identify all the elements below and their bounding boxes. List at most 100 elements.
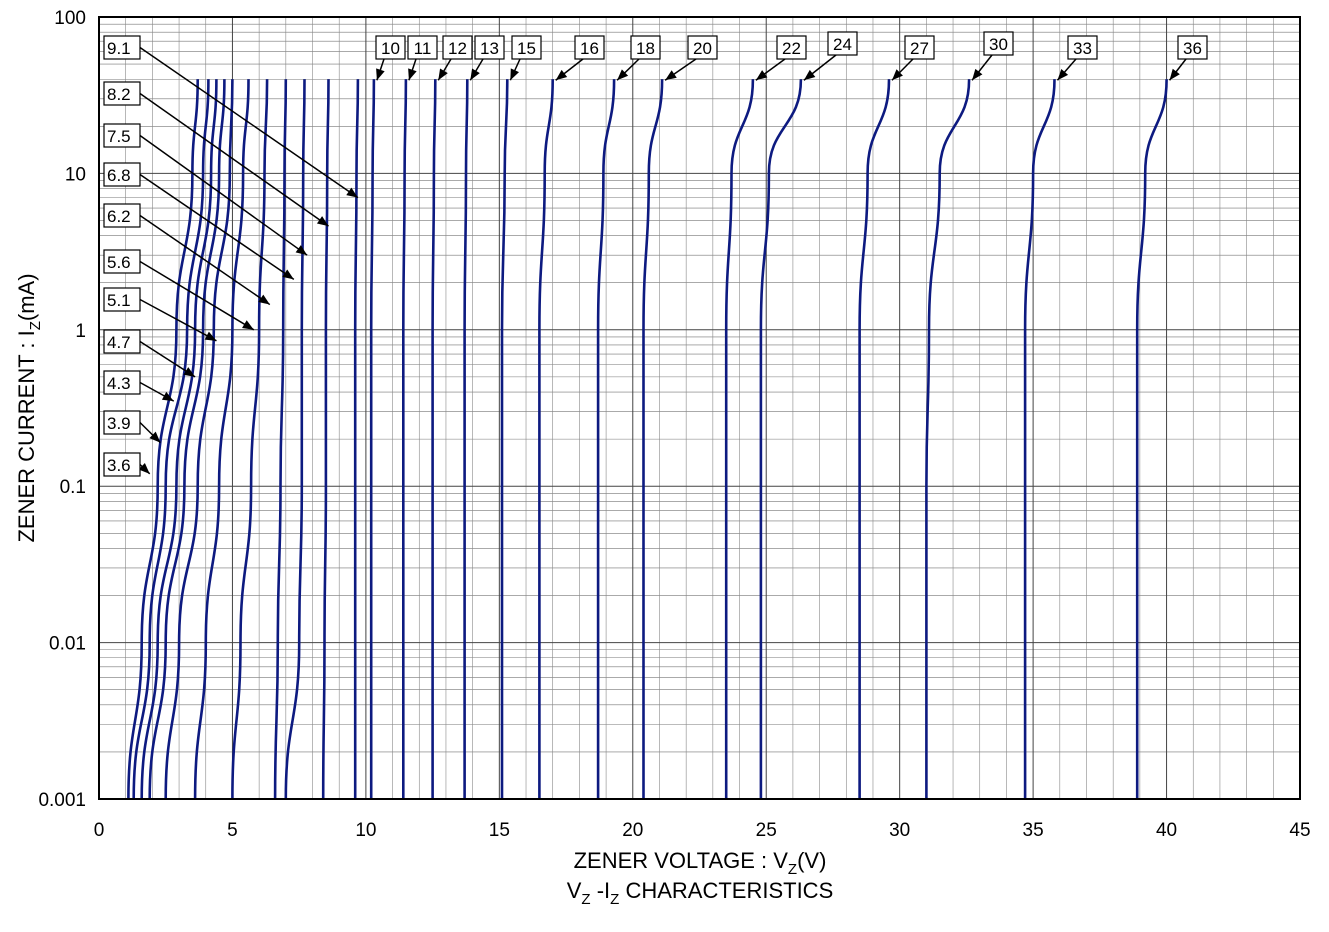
x-tick-label: 0: [94, 820, 105, 841]
x-tick-labels: 0 5 10 15 20 25 30 35 40 45: [94, 820, 1311, 841]
series-line-16: [538, 79, 554, 800]
label-text-8.2: 8.2: [107, 85, 131, 104]
series-line-15: [500, 79, 509, 799]
x-tick-label: 30: [889, 820, 910, 841]
series-line-8.2: [321, 79, 330, 800]
label-text-20: 20: [693, 39, 712, 58]
label-text-3.6: 3.6: [107, 456, 131, 475]
label-text-22: 22: [782, 39, 801, 58]
label-text-36: 36: [1183, 39, 1202, 58]
x-tick-label: 40: [1156, 820, 1177, 841]
label-arrow-22-head: [755, 70, 768, 81]
series-line-4.7: [148, 79, 226, 800]
label-text-33: 33: [1073, 39, 1092, 58]
label-arrow-5.1-head: [204, 331, 217, 341]
label-text-4.7: 4.7: [107, 333, 131, 352]
label-text-12: 12: [448, 39, 467, 58]
label-arrow-7.5-head: [295, 245, 308, 256]
series-line-30: [925, 79, 971, 800]
series-line-4.3: [140, 79, 218, 800]
label-text-10: 10: [381, 39, 400, 58]
label-box-13: [474, 35, 505, 60]
label-box-9.1: [103, 35, 141, 60]
label-box-22: [776, 35, 807, 60]
plot-frame: [98, 16, 1301, 800]
label-arrow-12-head: [438, 68, 448, 81]
label-box-18: [630, 35, 661, 60]
series-line-9.1: [353, 79, 360, 800]
x-tick-label: 15: [489, 820, 510, 841]
x-tick-label: 35: [1023, 820, 1044, 841]
y-tick-label: 0.1: [60, 477, 86, 498]
series-line-5.1: [164, 79, 234, 800]
label-box-7.5: [103, 123, 141, 148]
label-arrow-15-head: [510, 68, 519, 81]
series-line-10: [369, 79, 376, 799]
y-tick-label: 0.01: [49, 634, 86, 655]
label-arrow-9.1-line: [139, 46, 359, 199]
label-arrow-9.1-head: [346, 187, 358, 198]
x-tick-label: 45: [1289, 820, 1310, 841]
label-arrow-4.3-head: [161, 391, 174, 402]
label-arrow-36-head: [1169, 68, 1180, 81]
label-box-5.1: [103, 287, 141, 312]
label-box-5.6: [103, 249, 141, 274]
series-line-20: [642, 79, 664, 799]
label-box-30: [983, 31, 1014, 56]
y-axis-title: ZENER CURRENT : IZ(mA): [14, 273, 44, 542]
y-tick-label: 0.001: [38, 790, 86, 811]
series-line-24: [759, 79, 803, 800]
series-line-12: [431, 79, 437, 799]
label-box-16: [574, 35, 605, 60]
y-tick-label: 10: [65, 164, 86, 185]
label-text-4.3: 4.3: [107, 374, 131, 393]
x-tick-label: 20: [622, 820, 643, 841]
series-line-18: [596, 79, 616, 799]
series-line-36: [1135, 79, 1168, 800]
label-arrow-4.7-head: [183, 367, 196, 377]
label-box-24: [827, 31, 858, 56]
series-lines: [127, 79, 1168, 800]
chart-caption: VZ -IZ CHARACTERISTICS: [567, 878, 834, 908]
label-text-16: 16: [580, 39, 599, 58]
label-text-24: 24: [833, 35, 852, 54]
label-box-12: [442, 35, 473, 60]
label-box-36: [1177, 35, 1208, 60]
series-line-33: [1023, 79, 1056, 800]
label-arrow-10-head: [376, 68, 385, 81]
series-line-3.9: [132, 79, 210, 800]
label-arrow-5.6-head: [242, 320, 254, 330]
label-arrow-13-head: [470, 68, 480, 81]
label-text-15: 15: [517, 39, 536, 58]
label-text-30: 30: [989, 35, 1008, 54]
label-arrow-30-head: [972, 68, 983, 81]
y-tick-label: 1: [75, 321, 86, 342]
label-text-18: 18: [636, 39, 655, 58]
label-text-3.9: 3.9: [107, 414, 131, 433]
y-tick-labels: 0.001 0.01 0.1 1 10 100: [38, 8, 86, 811]
series-line-13: [463, 79, 469, 800]
label-arrow-24-head: [803, 69, 816, 81]
label-arrow-5.6-line: [139, 260, 255, 331]
label-arrow-6.8-head: [282, 269, 294, 280]
label-arrow-8.2-head: [316, 216, 329, 227]
label-arrow-33-head: [1057, 68, 1069, 81]
label-arrow-3.9-head: [149, 431, 161, 443]
x-tick-label: 10: [355, 820, 376, 841]
series-line-6.8: [273, 79, 288, 800]
label-box-10: [375, 35, 406, 60]
label-arrow-6.2-head: [258, 294, 270, 305]
label-text-13: 13: [480, 39, 499, 58]
label-arrow-8.2-line: [139, 92, 329, 227]
label-arrow-18-head: [617, 69, 629, 81]
minor-grid: [99, 17, 1300, 799]
label-arrow-6.2-line: [139, 214, 271, 306]
label-text-7.5: 7.5: [107, 127, 131, 146]
label-box-11: [407, 35, 438, 60]
series-labels: 3.6 3.9 4.3 4.7 5.1 5.6 6.2 6.8 7.5 8.2 9.1 10 11 12 1…: [103, 31, 1208, 477]
label-box-33: [1067, 35, 1098, 60]
label-box-4.7: [103, 329, 141, 354]
y-tick-label: 100: [54, 8, 86, 29]
label-text-5.1: 5.1: [107, 291, 131, 310]
